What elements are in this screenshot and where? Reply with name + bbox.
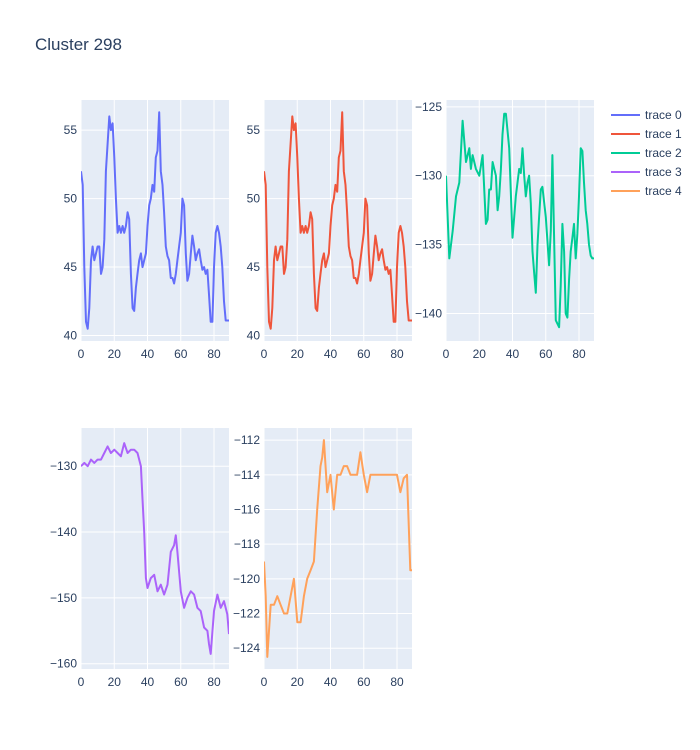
y-tick-label: −122 (233, 607, 260, 621)
legend-label: trace 0 (645, 108, 682, 122)
y-tick-label: −114 (234, 468, 260, 482)
x-tick-label: 60 (357, 347, 371, 361)
y-tick-label: −130 (50, 459, 77, 473)
y-tick-label: 55 (64, 123, 78, 137)
x-tick-label: 60 (174, 675, 188, 689)
x-tick-label: 80 (390, 675, 404, 689)
y-tick-label: −140 (50, 525, 77, 539)
legend-label: trace 2 (645, 146, 682, 160)
y-tick-label: 45 (247, 260, 261, 274)
x-tick-label: 40 (324, 347, 338, 361)
series-line-0 (81, 111, 229, 330)
plot-area (264, 428, 412, 669)
y-tick-label: −135 (415, 238, 442, 252)
y-tick-label: −130 (415, 169, 442, 183)
y-tick-label: −120 (233, 572, 260, 586)
plot-area (446, 100, 594, 341)
y-tick-label: 50 (247, 192, 261, 206)
x-tick-label: 20 (473, 347, 487, 361)
plot-area (264, 100, 412, 341)
series-line-3 (81, 442, 229, 655)
x-tick-label: 60 (357, 675, 371, 689)
plot-area (81, 100, 229, 341)
x-tick-label: 40 (141, 347, 155, 361)
y-tick-label: −125 (415, 100, 442, 114)
x-tick-label: 80 (207, 675, 221, 689)
y-tick-label: −160 (50, 657, 77, 671)
subplot-2: 0 20 40 60 80 −125 −130 −135 −140 (415, 100, 594, 361)
x-tick-label: 20 (291, 675, 305, 689)
legend: trace 0 trace 1 trace 2 trace 3 trace 4 (611, 108, 682, 198)
x-tick-label: 80 (390, 347, 404, 361)
series-line-1 (264, 111, 412, 330)
legend-item-3[interactable]: trace 3 (611, 165, 682, 179)
series-line-4 (264, 439, 412, 658)
y-tick-label: −116 (234, 502, 260, 516)
legend-item-4[interactable]: trace 4 (611, 184, 682, 198)
legend-item-1[interactable]: trace 1 (611, 127, 682, 141)
x-tick-label: 20 (108, 347, 122, 361)
subplot-0: 0 20 40 60 80 40 45 50 55 (64, 100, 229, 361)
legend-label: trace 1 (645, 127, 682, 141)
x-tick-label: 0 (443, 347, 450, 361)
legend-label: trace 4 (645, 184, 682, 198)
x-tick-label: 0 (261, 675, 268, 689)
y-tick-label: −140 (415, 306, 442, 320)
y-tick-label: −150 (50, 591, 77, 605)
y-tick-label: 55 (247, 123, 261, 137)
subplot-3: 0 20 40 60 80 −130 −140 −150 −160 (50, 428, 229, 689)
x-tick-label: 80 (207, 347, 221, 361)
y-tick-label: −124 (233, 641, 260, 655)
y-tick-label: 45 (64, 260, 78, 274)
x-tick-label: 40 (324, 675, 338, 689)
x-tick-label: 40 (141, 675, 155, 689)
x-tick-label: 0 (78, 347, 85, 361)
subplot-panels: 0 20 40 60 80 40 45 50 55 0 20 40 60 80 40 45 50 55 0 20 40 6… (50, 100, 594, 689)
y-tick-label: 40 (64, 329, 78, 343)
x-tick-label: 40 (506, 347, 520, 361)
y-tick-label: −112 (234, 433, 260, 447)
legend-item-0[interactable]: trace 0 (611, 108, 682, 122)
x-tick-label: 60 (539, 347, 553, 361)
y-tick-label: −118 (234, 537, 260, 551)
y-tick-label: 40 (247, 329, 261, 343)
legend-label: trace 3 (645, 165, 682, 179)
x-tick-label: 80 (572, 347, 586, 361)
x-tick-label: 20 (291, 347, 305, 361)
x-tick-label: 0 (261, 347, 268, 361)
series-line-2 (446, 112, 594, 329)
x-tick-label: 0 (78, 675, 85, 689)
x-tick-label: 60 (174, 347, 188, 361)
chart-title: Cluster 298 (35, 35, 122, 54)
subplot-4: 0 20 40 60 80 −112 −114 −116 −118 −120 −122 −124 (233, 428, 412, 689)
x-tick-label: 20 (108, 675, 122, 689)
y-tick-label: 50 (64, 192, 78, 206)
legend-item-2[interactable]: trace 2 (611, 146, 682, 160)
subplot-1: 0 20 40 60 80 40 45 50 55 (247, 100, 412, 361)
